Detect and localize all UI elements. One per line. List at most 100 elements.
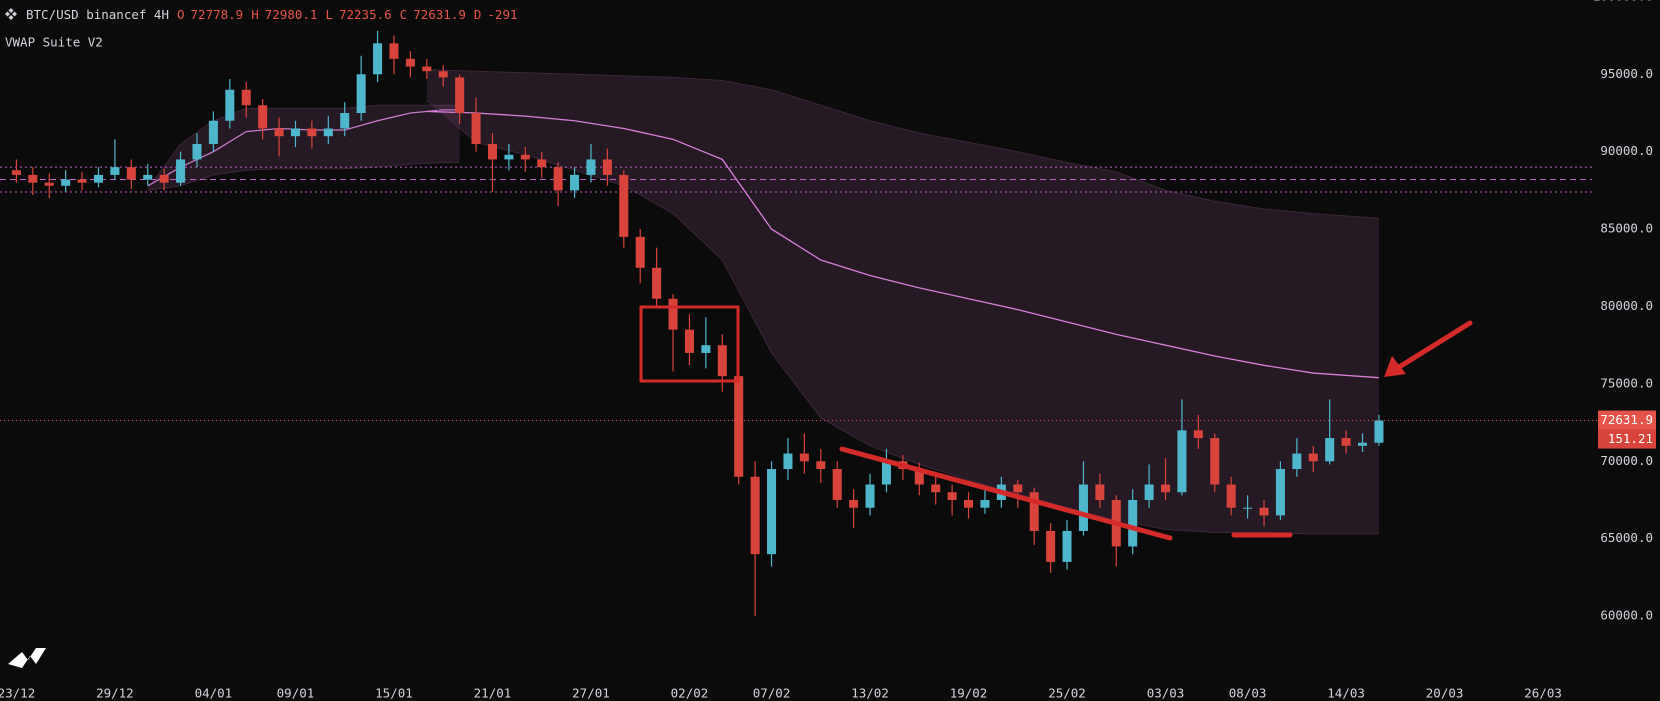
candle-body [684,329,694,353]
y-tick-label: 60000.0 [1600,608,1653,623]
x-tick-label: 29/12 [96,686,134,701]
box-drawing [639,305,740,383]
candle-body [487,143,497,160]
icon-shape [5,8,17,20]
band-lower [426,100,1379,535]
x-tick-label: 14/03 [1327,686,1365,701]
candle-body [1358,442,1368,446]
candle-body [1243,507,1253,509]
candle-body [225,89,235,121]
candle-body [405,58,415,67]
x-tick-label: 04/01 [195,686,233,701]
arrow-head [1384,356,1406,377]
candle-body [1226,484,1236,508]
candle-body [537,159,547,168]
candle-body [1210,438,1220,485]
candle-body [652,267,662,299]
candle-body [1341,438,1351,446]
legend-key: O [177,7,185,22]
candle-body [1144,484,1154,500]
x-tick-label: 03/03 [1147,686,1185,701]
candle-body [340,113,350,129]
candle-body [258,105,268,129]
y-tick-label: 90000.0 [1600,143,1653,158]
exchange-icon [5,8,17,20]
candle-body [1078,484,1088,531]
x-tick-label: 09/01 [277,686,315,701]
drawings [639,305,1473,541]
candle-body [110,167,120,175]
candle-body [290,128,300,137]
legend-value: 72631.9 [413,7,466,22]
candle-body [77,179,87,183]
legend-value: 72778.9 [191,7,244,22]
legend-value: 72235.6 [339,7,392,22]
candle-body [586,159,596,175]
x-tick-label: 15/01 [375,686,413,701]
candle-body [471,113,481,144]
candle-body [1374,420,1384,443]
y-tick-label: 85000.0 [1600,221,1653,236]
legend-key: D [474,7,482,22]
plot-area [0,30,1598,617]
candle-body [964,499,974,508]
symbol-legend: BTC/USD binancef 4H O 72778.9 H 72980.1 L 7223… [26,7,518,22]
candle-body [438,71,448,78]
candle-body [668,298,678,330]
candle-body [373,43,383,75]
candle-body [832,469,842,500]
candle-body [274,128,284,137]
candle-body [619,174,629,237]
candle-body [176,159,186,183]
candle-body [1013,484,1023,493]
candle-body [422,66,432,72]
legend-key: H [251,7,259,22]
band-upper [147,104,460,190]
candle-body [1275,469,1285,516]
candle-body [734,376,744,477]
candle-body [947,492,957,500]
candle-body [323,128,333,137]
candle-body [783,453,793,470]
candle-body [93,174,104,183]
y-tick-label: 80000.0 [1600,298,1653,313]
candle-body [849,499,859,508]
candle-body [635,236,645,268]
candle-body [208,120,218,144]
y-tick-label: 70000.0 [1600,453,1653,468]
candle-body [356,74,366,113]
symbol: BTC/USD binancef 4H [26,7,169,22]
candle-body [602,159,612,175]
candle-body [520,154,530,160]
x-tick-label: 19/02 [950,686,988,701]
x-tick-label: 21/01 [474,686,512,701]
candle-body [192,143,202,160]
candle-body [1292,453,1302,470]
platform-logo [8,648,46,668]
x-tick-label: 26/03 [1524,686,1562,701]
candle-body [799,453,809,462]
candle-body [126,167,136,180]
candle-body [816,461,826,470]
candle-body [865,484,875,508]
band-fill [147,105,460,191]
countdown-label: 151.21 [1608,431,1653,446]
candle-body [1062,530,1072,562]
candle-body [389,43,399,59]
candle-body [553,167,563,191]
candle-body [159,174,169,183]
indicator-name: VWAP Suite V2 [5,35,103,50]
candle-body [881,461,891,485]
candle-body [717,345,727,377]
candle-body [1259,507,1269,516]
legend-key: L [325,7,333,22]
candle-body [1193,430,1203,439]
candle-body [914,469,924,485]
candle-body [61,179,71,186]
vwap-line [426,110,1379,379]
candle-body [455,77,465,113]
band-fill [426,69,1379,535]
candle-body [980,499,990,508]
